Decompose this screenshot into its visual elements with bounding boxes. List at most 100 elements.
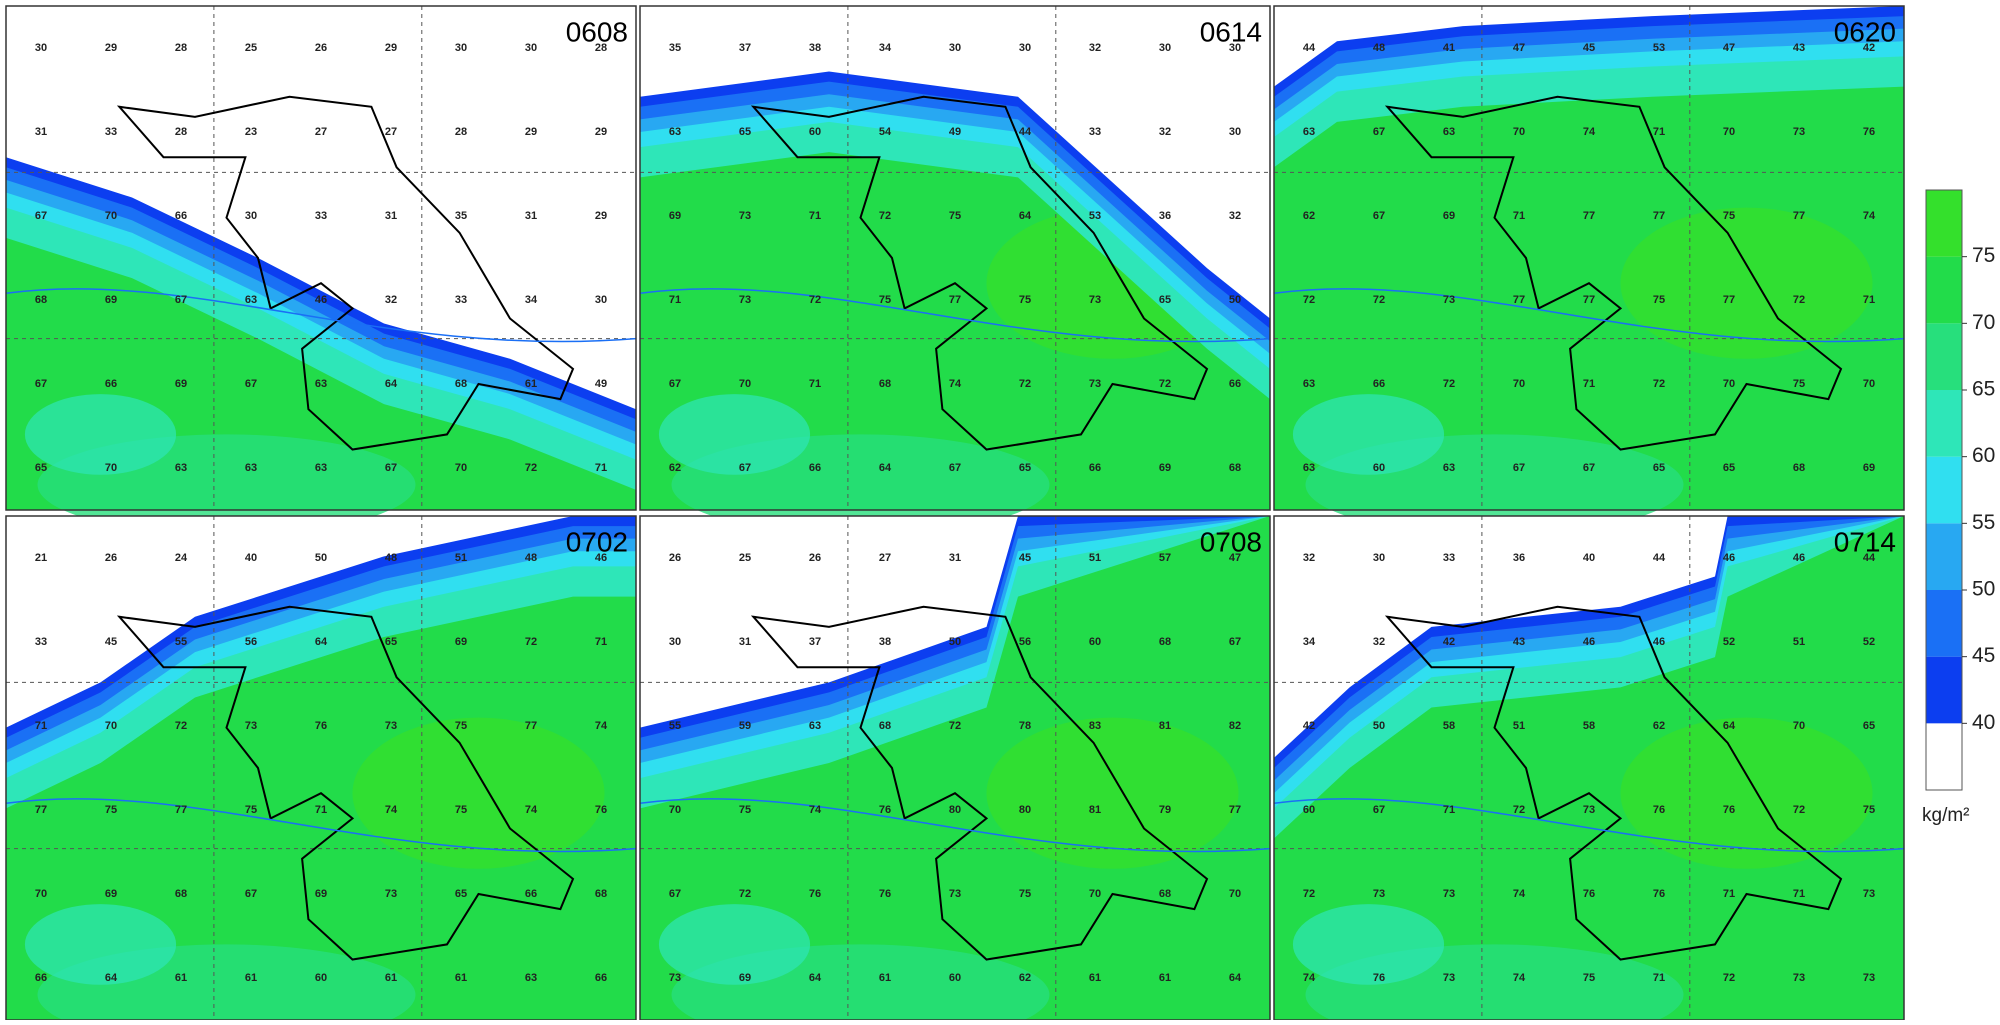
colorbar-band (1926, 256, 1962, 324)
grid-value: 72 (1793, 804, 1805, 816)
grid-value: 53 (1089, 210, 1101, 222)
grid-value: 58 (1443, 720, 1455, 732)
grid-value: 30 (1229, 42, 1241, 54)
grid-value: 77 (949, 294, 961, 306)
grid-value: 73 (1863, 972, 1875, 984)
colorbar-band (1926, 523, 1962, 590)
grid-value: 42 (1863, 42, 1875, 54)
grid-value: 31 (35, 126, 47, 138)
grid-value: 73 (1089, 294, 1101, 306)
grid-value: 66 (525, 888, 537, 900)
grid-value: 78 (1019, 720, 1031, 732)
grid-value: 26 (105, 552, 117, 564)
grid-value: 63 (245, 462, 257, 474)
grid-value: 69 (175, 378, 187, 390)
grid-value: 71 (315, 804, 327, 816)
grid-value: 72 (1723, 972, 1735, 984)
grid-value: 56 (245, 636, 257, 648)
grid-value: 71 (1443, 804, 1455, 816)
grid-value: 44 (1863, 552, 1876, 564)
grid-value: 46 (1583, 636, 1595, 648)
grid-value: 65 (455, 888, 467, 900)
grid-value: 73 (1793, 126, 1805, 138)
grid-value: 69 (455, 636, 467, 648)
river (1273, 798, 1905, 853)
grid-value: 62 (1019, 972, 1031, 984)
grid-value: 72 (525, 462, 537, 474)
grid-value: 68 (879, 378, 891, 390)
grid-value: 77 (1583, 210, 1595, 222)
river (5, 798, 637, 853)
grid-value: 63 (175, 462, 187, 474)
province-outline (750, 605, 1209, 961)
grid-value: 33 (105, 126, 117, 138)
grid-value: 32 (1159, 126, 1171, 138)
grid-value: 64 (1229, 972, 1242, 984)
grid-value: 31 (739, 636, 751, 648)
grid-value: 60 (315, 972, 327, 984)
grid-value: 63 (1443, 126, 1455, 138)
field-patch (986, 717, 1239, 869)
panel-label: 0702 (566, 526, 628, 557)
map-panel: 26 25 26 27 31 45 51 57 47 30 31 37 38 50 56 60 68 67 55 59… (639, 515, 1271, 1025)
grid-value: 38 (809, 42, 821, 54)
grid-value: 41 (1443, 42, 1455, 54)
grid-value: 81 (1159, 720, 1171, 732)
grid-value: 58 (1583, 720, 1595, 732)
grid-value: 74 (1303, 972, 1316, 984)
grid-value: 72 (1019, 378, 1031, 390)
grid-value: 48 (525, 552, 537, 564)
grid-value: 51 (455, 552, 467, 564)
colorbar-band (1926, 190, 1962, 257)
grid-value: 76 (879, 804, 891, 816)
grid-value: 46 (1723, 552, 1735, 564)
grid-value: 63 (809, 720, 821, 732)
grid-value: 65 (1863, 720, 1875, 732)
grid-value: 65 (1159, 294, 1171, 306)
grid-value: 33 (455, 294, 467, 306)
grid-value: 70 (1513, 126, 1525, 138)
colorbar-tick-label: 65 (1972, 378, 1995, 401)
field-patch (1292, 904, 1445, 985)
grid-value: 76 (1583, 888, 1595, 900)
grid-value: 68 (35, 294, 47, 306)
grid-value: 71 (1583, 378, 1595, 390)
moisture-band (640, 516, 1270, 728)
grid-value: 71 (1793, 888, 1805, 900)
grid-value: 75 (879, 294, 891, 306)
grid-value: 34 (525, 294, 538, 306)
map-panel: 44 48 41 47 45 53 47 43 42 63 67 63 70 74 71 70 73 76 62 67… (1273, 5, 1905, 536)
grid-value: 72 (525, 636, 537, 648)
panel-label: 0708 (1200, 526, 1262, 557)
grid-value: 76 (315, 720, 327, 732)
grid-value: 32 (1303, 552, 1315, 564)
map-panel: 32 30 33 36 40 44 46 46 44 34 32 42 43 46 46 52 51 52 42 50… (1273, 515, 1905, 1025)
grid-value: 74 (525, 804, 538, 816)
grid-value: 70 (1229, 888, 1241, 900)
grid-value: 83 (1089, 720, 1101, 732)
grid-value: 77 (1723, 294, 1735, 306)
grid-value: 31 (949, 552, 961, 564)
grid-value: 77 (35, 804, 47, 816)
grid-value: 53 (1653, 42, 1665, 54)
grid-value: 74 (1513, 972, 1526, 984)
grid-value: 73 (949, 888, 961, 900)
colorbar-tick-label: 45 (1972, 644, 1995, 667)
grid-value: 27 (385, 126, 397, 138)
grid-value: 69 (1159, 462, 1171, 474)
grid-value: 73 (385, 888, 397, 900)
grid-value: 69 (669, 210, 681, 222)
grid-value: 66 (809, 462, 821, 474)
grid-value: 61 (245, 972, 257, 984)
grid-value: 72 (949, 720, 961, 732)
moisture-band (1274, 516, 1904, 758)
grid-value: 71 (595, 636, 607, 648)
grid-value: 66 (35, 972, 47, 984)
panel-border (639, 5, 1271, 511)
grid-value: 30 (595, 294, 607, 306)
grid-value: 71 (595, 462, 607, 474)
grid-value: 63 (669, 126, 681, 138)
panel-label: 0620 (1834, 16, 1896, 47)
grid-value: 70 (105, 720, 117, 732)
grid-value: 24 (175, 552, 188, 564)
